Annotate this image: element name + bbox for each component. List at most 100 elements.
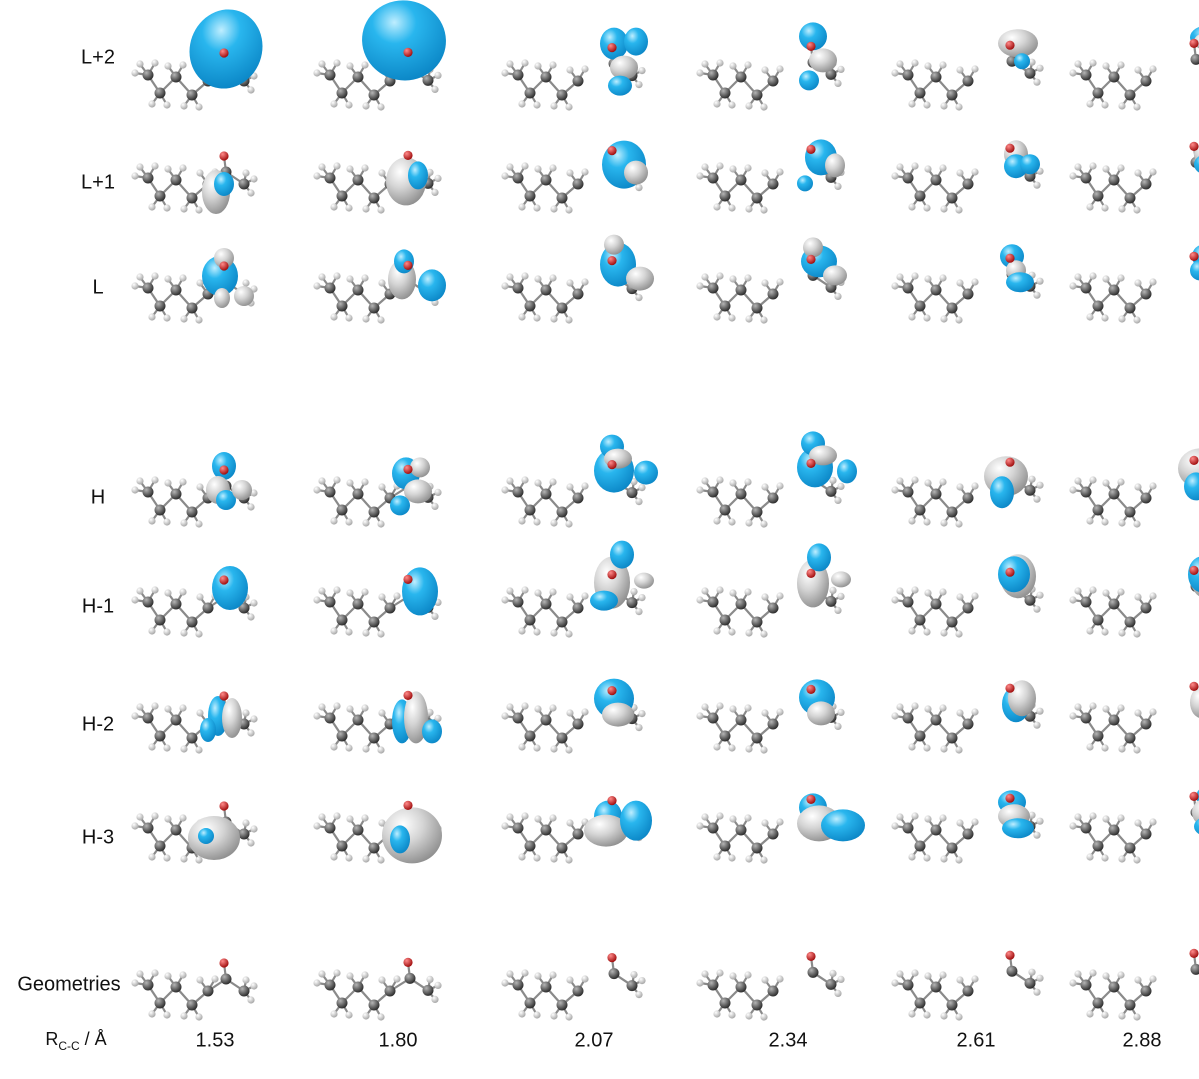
orbital-lobe-negative (610, 55, 638, 80)
hydrogen-atom (744, 164, 752, 172)
carbon-atom (902, 69, 914, 81)
hydrogen-atom (1134, 279, 1142, 287)
molecule (696, 679, 845, 754)
oxygen-atom (806, 951, 816, 962)
hydrogen-atom (242, 169, 250, 177)
orbital-lobe-negative (222, 698, 242, 738)
hydrogen-atom (549, 588, 557, 596)
oxygen-atom (1005, 950, 1015, 960)
carbon-atom (1140, 178, 1152, 190)
orbital-lobe-negative (831, 571, 851, 588)
hydrogen-atom (716, 969, 724, 977)
carbon-atom (384, 602, 396, 614)
hydrogen-atom (533, 628, 541, 636)
molecule (891, 554, 1044, 638)
hydrogen-atom (242, 976, 250, 984)
hydrogen-atom (318, 60, 326, 68)
hydrogen-atom (361, 971, 369, 979)
hydrogen-atom (179, 814, 187, 822)
hydrogen-atom (956, 169, 964, 177)
hydrogen-atom (911, 476, 919, 484)
molecule (131, 691, 258, 754)
distance-value: 2.34 (768, 1029, 808, 1052)
carbon-atom (1024, 977, 1036, 989)
hydrogen-atom (164, 972, 172, 980)
hydrogen-atom (180, 102, 188, 110)
carbon-atom (930, 71, 942, 83)
hydrogen-atom (521, 812, 529, 820)
molecule (501, 234, 654, 324)
hydrogen-atom (1117, 814, 1125, 822)
oxygen-atom (1005, 40, 1015, 50)
hydrogen-atom (837, 65, 845, 73)
hydrogen-atom (834, 989, 842, 998)
hydrogen-atom (501, 822, 509, 830)
hydrogen-atom (716, 702, 724, 710)
hydrogen-atom (923, 101, 931, 109)
distance-value: 1.53 (195, 1029, 235, 1052)
hydrogen-atom (163, 744, 171, 752)
carbon-atom (404, 972, 416, 984)
hydrogen-atom (345, 314, 353, 322)
molecule (313, 567, 442, 638)
molecule (1069, 948, 1199, 1021)
orbital-lobe-positive (402, 567, 438, 616)
hydrogen-atom (716, 272, 724, 280)
hydrogen-atom (891, 486, 899, 494)
hydrogen-atom (1102, 62, 1110, 70)
carbon-atom (384, 985, 396, 997)
carbon-atom (1124, 302, 1136, 314)
hydrogen-atom (313, 172, 321, 180)
hydrogen-atom (696, 172, 704, 180)
hydrogen-atom (313, 596, 321, 604)
hydrogen-atom (179, 164, 187, 172)
orbital-lobe-positive (799, 70, 819, 91)
carbon-atom (352, 174, 364, 186)
molecule (696, 139, 845, 214)
hydrogen-atom (971, 65, 979, 73)
molecule (696, 793, 865, 864)
distance-axis-label: RC-C / Å (45, 1029, 106, 1053)
carbon-atom (719, 840, 731, 852)
hydrogen-atom (242, 709, 250, 717)
hydrogen-atom (896, 703, 904, 711)
hydrogen-atom (566, 709, 574, 717)
carbon-atom (1140, 602, 1152, 614)
orbital-lobe-negative (404, 479, 432, 504)
carbon-atom (336, 504, 348, 516)
hydrogen-atom (1102, 815, 1110, 823)
orbital-lobe-negative (809, 48, 837, 73)
carbon-atom (186, 732, 198, 744)
hydrogen-atom (760, 1013, 768, 1021)
carbon-atom (170, 284, 182, 296)
hydrogen-atom (891, 979, 899, 987)
hydrogen-atom (377, 103, 385, 111)
hydrogen-atom (195, 630, 203, 638)
orbital-lobe-positive (408, 161, 428, 190)
hydrogen-atom (728, 854, 736, 862)
hydrogen-atom (896, 60, 904, 68)
molecule (131, 151, 258, 214)
orbital-lobe-negative (404, 691, 428, 744)
orbital-lobe-positive (624, 27, 648, 56)
hydrogen-atom (434, 71, 442, 79)
hydrogen-atom (163, 101, 171, 109)
hydrogen-atom (180, 745, 188, 753)
hydrogen-atom (377, 746, 385, 754)
orbital-lobe-negative (214, 248, 234, 268)
hydrogen-atom (549, 478, 557, 486)
oxygen-atom (1005, 567, 1015, 577)
hydrogen-atom (1149, 592, 1157, 600)
hydrogen-atom (701, 273, 709, 281)
hydrogen-atom (378, 819, 386, 827)
hydrogen-atom (393, 592, 401, 600)
hydrogen-atom (760, 316, 768, 324)
hydrogen-atom (195, 520, 203, 528)
hydrogen-atom (696, 69, 704, 77)
carbon-atom (1024, 67, 1036, 79)
carbon-atom (707, 282, 719, 294)
hydrogen-atom (837, 708, 845, 717)
hydrogen-atom (250, 982, 258, 990)
row-label-l: L (92, 276, 104, 299)
carbon-atom (626, 487, 638, 499)
